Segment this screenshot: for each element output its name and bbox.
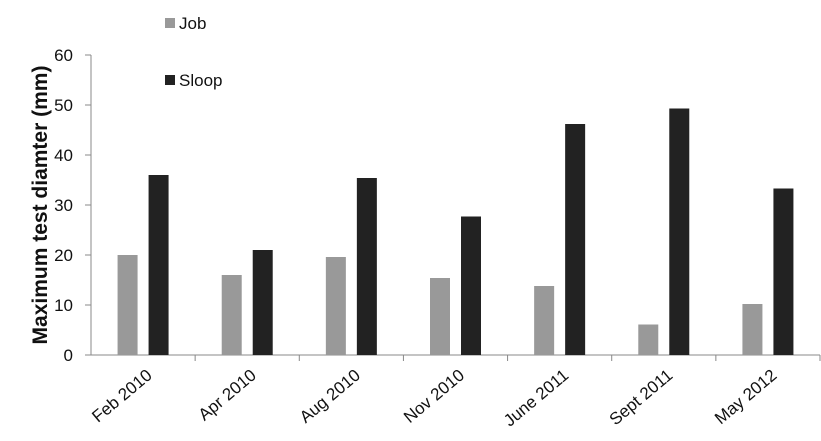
- y-ticks: 0 10 20 30 40 50 60: [54, 46, 91, 365]
- bar-sloop-5: [669, 108, 690, 355]
- y-tick-label: 20: [54, 246, 73, 265]
- y-axis-title: Maximum test diamter (mm): [29, 66, 52, 345]
- bar-job-0: [117, 255, 138, 355]
- bar-job-1: [221, 275, 242, 355]
- y-tick-label: 30: [54, 196, 73, 215]
- x-tick-label: Apr 2010: [195, 366, 260, 425]
- bar-sloop-3: [461, 216, 481, 355]
- y-tick-label: 60: [54, 46, 73, 65]
- x-tick-label: June 2011: [500, 366, 572, 431]
- bar-job-2: [325, 257, 346, 355]
- y-tick-label: 0: [64, 346, 73, 365]
- bars: [117, 108, 794, 355]
- x-tick-label: Feb 2010: [88, 366, 155, 427]
- bar-sloop-4: [565, 124, 586, 355]
- x-ticks: [194, 355, 821, 361]
- legend: Job Sloop: [165, 14, 222, 90]
- bar-sloop-1: [252, 250, 273, 355]
- x-tick-label: Nov 2010: [400, 366, 468, 427]
- bar-job-4: [534, 286, 555, 355]
- legend-label-sloop: Sloop: [179, 71, 222, 90]
- bar-job-6: [742, 304, 763, 355]
- y-tick-label: 40: [54, 146, 73, 165]
- legend-label-job: Job: [179, 14, 206, 33]
- y-tick-label: 10: [54, 296, 73, 315]
- bar-job-3: [430, 278, 450, 355]
- legend-swatch-sloop: [165, 75, 175, 85]
- x-tick-label: Aug 2010: [296, 366, 364, 427]
- y-tick-label: 50: [54, 96, 73, 115]
- x-tick-labels: Feb 2010 Apr 2010 Aug 2010 Nov 2010 June 201…: [88, 366, 780, 431]
- bar-sloop-0: [148, 175, 169, 355]
- x-tick-label: Sept 2011: [606, 366, 677, 430]
- bar-sloop-6: [773, 188, 794, 355]
- bar-job-5: [638, 324, 659, 355]
- x-tick-label: May 2012: [711, 366, 780, 429]
- bar-sloop-2: [356, 178, 377, 355]
- legend-swatch-job: [165, 18, 175, 28]
